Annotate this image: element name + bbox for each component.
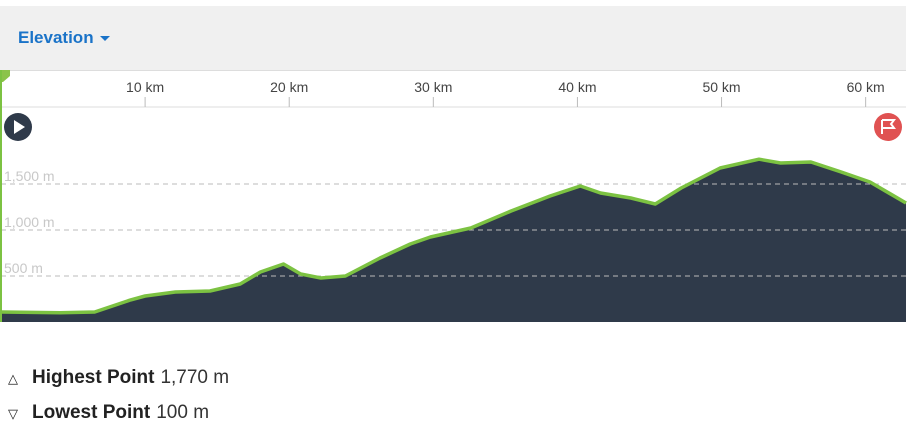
- x-tick-label: 50 km: [702, 79, 740, 95]
- x-tick-label: 20 km: [270, 79, 308, 95]
- elevation-dropdown[interactable]: Elevation: [18, 28, 110, 48]
- y-tick-label: 500 m: [4, 260, 43, 276]
- play-icon: [14, 120, 25, 134]
- y-tick-label: 1,500 m: [4, 168, 55, 184]
- finish-flag: [881, 119, 896, 134]
- elevation-line: [0, 157, 907, 315]
- start-marker: [0, 70, 10, 82]
- stat-row: ▽ Lowest Point 100 m: [8, 402, 210, 423]
- header-bar: Elevation: [0, 6, 906, 71]
- stat-row: △ Highest Point 1,770 m: [8, 367, 230, 388]
- x-tick-label: 40 km: [558, 79, 596, 95]
- elevation-area: [1, 159, 906, 322]
- y-tick-label: 1,000 m: [4, 214, 55, 230]
- stat-label: Lowest Point: [32, 402, 151, 423]
- stat-label: Highest Point: [32, 367, 155, 388]
- stat-value: 100 m: [156, 402, 210, 423]
- x-tick-label: 10 km: [126, 79, 164, 95]
- chart: 10 km 20 km 30 km 40 km 50 km 60 km 500 m 1,000…: [0, 70, 907, 322]
- x-tick-label: 30 km: [414, 79, 452, 95]
- stat-value: 1,770 m: [160, 367, 230, 388]
- dropdown-label: Elevation: [18, 28, 94, 47]
- x-tick-label: 60 km: [847, 79, 885, 95]
